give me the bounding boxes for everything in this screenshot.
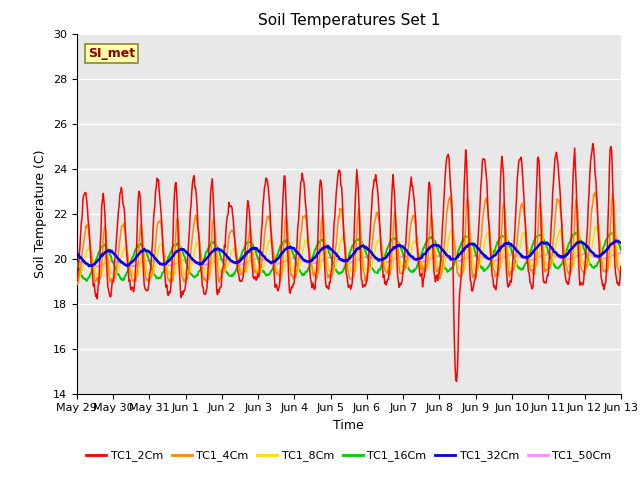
TC1_16Cm: [431, 240, 439, 245]
TC1_32Cm: [431, 242, 439, 248]
TC1_50Cm: [140, 259, 147, 264]
TC1_8Cm: [194, 240, 202, 245]
TC1_50Cm: [195, 261, 202, 266]
TC1_32Cm: [223, 254, 231, 260]
TC1_16Cm: [617, 247, 625, 252]
Title: Soil Temperatures Set 1: Soil Temperatures Set 1: [258, 13, 440, 28]
TC1_2Cm: [73, 276, 81, 282]
TC1_16Cm: [223, 270, 231, 276]
Line: TC1_32Cm: TC1_32Cm: [77, 240, 621, 266]
TC1_2Cm: [194, 222, 202, 228]
TC1_50Cm: [83, 262, 90, 267]
TC1_16Cm: [73, 260, 81, 265]
TC1_4Cm: [194, 225, 202, 231]
TC1_8Cm: [431, 244, 438, 250]
TC1_8Cm: [415, 248, 422, 254]
TC1_4Cm: [223, 253, 230, 259]
TC1_50Cm: [93, 264, 101, 270]
TC1_2Cm: [83, 197, 90, 203]
TC1_16Cm: [416, 257, 424, 263]
TC1_32Cm: [612, 238, 620, 243]
TC1_50Cm: [73, 259, 81, 264]
TC1_50Cm: [431, 253, 439, 259]
TC1_32Cm: [195, 260, 202, 266]
TC1_16Cm: [84, 276, 92, 282]
TC1_50Cm: [617, 250, 625, 256]
TC1_2Cm: [431, 273, 438, 279]
TC1_50Cm: [416, 259, 424, 264]
TC1_2Cm: [452, 379, 460, 384]
Line: TC1_2Cm: TC1_2Cm: [77, 144, 621, 382]
Line: TC1_8Cm: TC1_8Cm: [77, 225, 621, 279]
TC1_2Cm: [589, 141, 596, 146]
TC1_32Cm: [416, 256, 424, 262]
Line: TC1_16Cm: TC1_16Cm: [77, 232, 621, 281]
TC1_4Cm: [139, 234, 147, 240]
TC1_32Cm: [140, 247, 147, 252]
TC1_32Cm: [83, 261, 90, 266]
TC1_8Cm: [617, 264, 625, 270]
Y-axis label: Soil Temperature (C): Soil Temperature (C): [35, 149, 47, 278]
TC1_32Cm: [617, 240, 625, 246]
Text: SI_met: SI_met: [88, 47, 135, 60]
TC1_4Cm: [83, 224, 90, 230]
TC1_4Cm: [431, 253, 438, 259]
TC1_16Cm: [572, 229, 580, 235]
TC1_4Cm: [617, 270, 625, 276]
TC1_50Cm: [223, 257, 231, 263]
Legend: TC1_2Cm, TC1_4Cm, TC1_8Cm, TC1_16Cm, TC1_32Cm, TC1_50Cm: TC1_2Cm, TC1_4Cm, TC1_8Cm, TC1_16Cm, TC1…: [82, 446, 616, 466]
TC1_32Cm: [73, 250, 81, 255]
TC1_4Cm: [415, 251, 422, 257]
TC1_2Cm: [223, 219, 230, 225]
TC1_8Cm: [223, 265, 230, 271]
TC1_16Cm: [83, 278, 90, 284]
TC1_4Cm: [591, 189, 599, 195]
TC1_8Cm: [83, 250, 90, 255]
TC1_2Cm: [415, 261, 422, 266]
TC1_2Cm: [139, 251, 147, 257]
Line: TC1_4Cm: TC1_4Cm: [77, 192, 621, 285]
X-axis label: Time: Time: [333, 419, 364, 432]
TC1_32Cm: [85, 263, 93, 269]
TC1_16Cm: [140, 244, 147, 250]
TC1_4Cm: [73, 282, 81, 288]
TC1_8Cm: [73, 276, 81, 282]
TC1_2Cm: [617, 264, 625, 270]
TC1_8Cm: [611, 222, 619, 228]
Line: TC1_50Cm: TC1_50Cm: [77, 253, 621, 267]
TC1_8Cm: [139, 243, 147, 249]
TC1_16Cm: [195, 269, 202, 275]
